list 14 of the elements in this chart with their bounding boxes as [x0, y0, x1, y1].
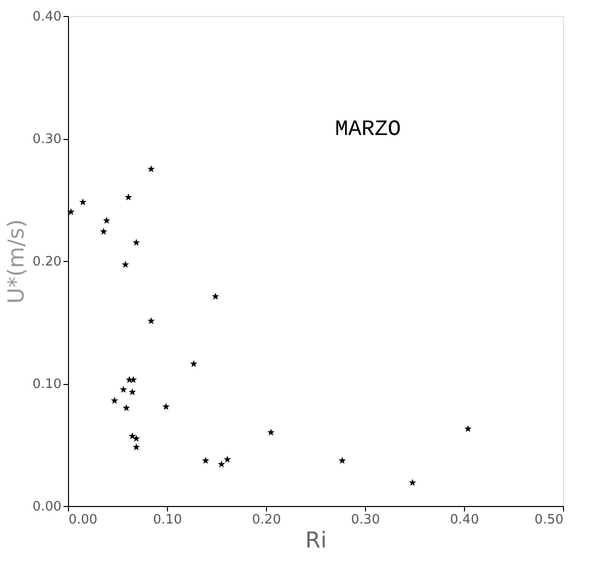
x-tick-label: 0.50	[534, 512, 564, 528]
x-tick-label: 0.20	[252, 512, 281, 528]
x-tick-label: 0.00	[68, 512, 98, 528]
x-axis-title: Ri	[305, 528, 327, 554]
y-axis-title: U*(m/s)	[4, 219, 30, 304]
x-tick-label: 0.40	[450, 512, 479, 528]
annotation: MARZO	[334, 117, 402, 142]
y-tick-label: 0.20	[32, 254, 62, 270]
y-tick-label: 0.40	[32, 10, 62, 24]
y-tick-label: 0.10	[32, 377, 62, 392]
y-tick-label: 0.00	[32, 500, 62, 514]
x-tick-label: 0.10	[153, 512, 182, 528]
y-tick-label: 0.30	[32, 132, 62, 147]
x-tick-label: 0.30	[351, 512, 380, 528]
